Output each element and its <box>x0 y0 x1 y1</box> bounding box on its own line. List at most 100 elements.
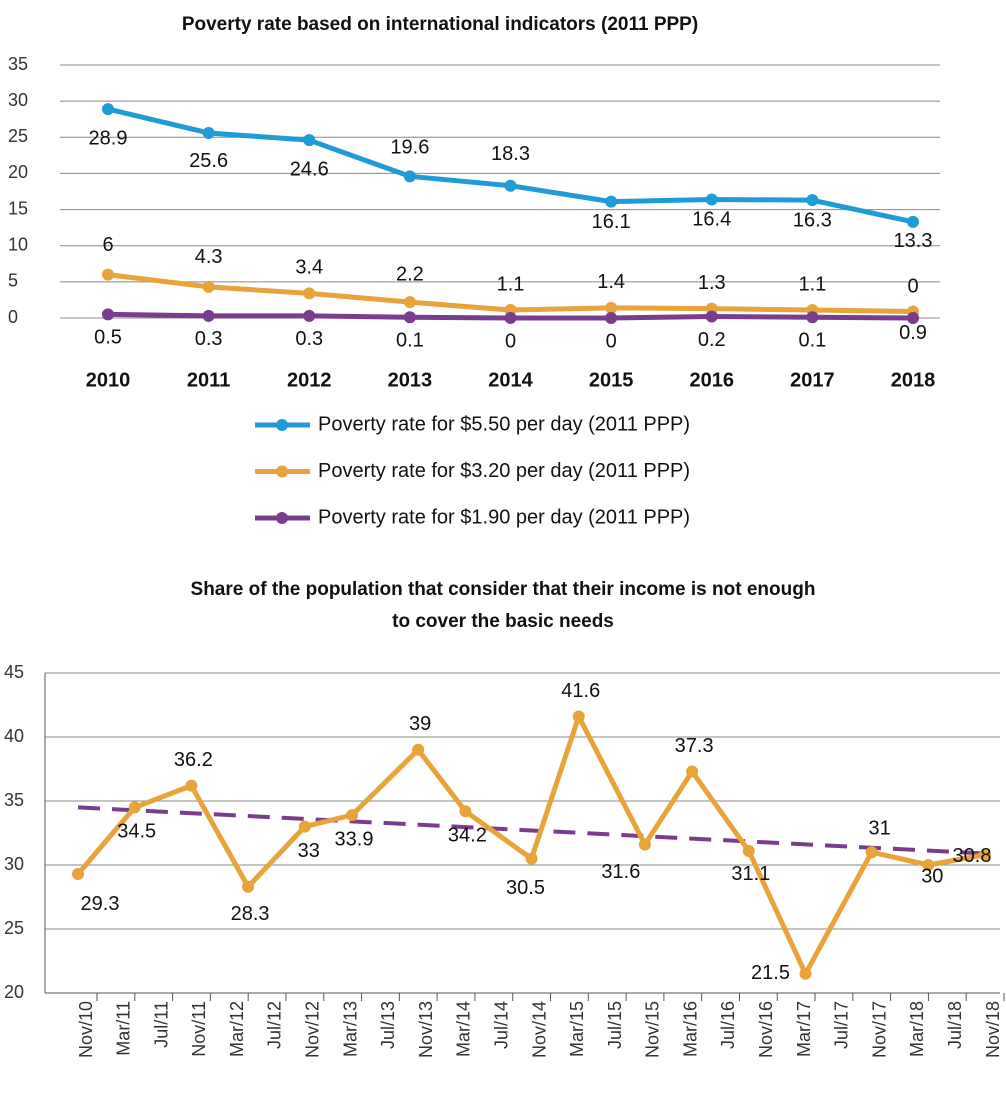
data-label: 31.1 <box>731 863 770 885</box>
x-tick-label: 2011 <box>187 369 230 391</box>
data-label: 19.6 <box>390 137 429 159</box>
data-label: 33.9 <box>335 828 374 850</box>
legend-label: Poverty rate for $5.50 per day (2011 PPP… <box>318 413 690 435</box>
y-tick-label: 40 <box>4 726 24 746</box>
data-label: 36.2 <box>174 749 213 771</box>
data-point <box>922 859 935 871</box>
data-label: 31.6 <box>601 861 640 883</box>
data-point <box>686 765 699 778</box>
y-tick-label: 25 <box>4 918 24 938</box>
data-point <box>303 309 316 322</box>
y-tick-label: 30 <box>8 90 28 110</box>
data-label: 21.5 <box>751 962 790 984</box>
data-label: 34.2 <box>448 825 487 847</box>
data-label: 3.4 <box>295 257 323 279</box>
x-tick-label: Mar/17 <box>794 1001 814 1057</box>
data-point <box>525 852 538 865</box>
data-point <box>705 310 718 323</box>
data-point <box>403 311 416 324</box>
data-label: 30.5 <box>506 877 545 899</box>
x-tick-label: 2012 <box>287 369 332 391</box>
data-point <box>806 194 819 207</box>
data-point <box>742 844 755 857</box>
x-tick-label: Mar/16 <box>680 1001 700 1057</box>
data-label: 0 <box>505 330 516 352</box>
data-point <box>128 801 141 814</box>
data-label: 0.1 <box>798 330 826 352</box>
data-point <box>242 880 255 893</box>
data-point <box>907 215 919 228</box>
data-label: 0 <box>907 275 918 297</box>
x-tick-label: Nov/15 <box>643 1001 663 1058</box>
x-tick-label: Mar/12 <box>227 1001 247 1057</box>
y-tick-label: 30 <box>4 854 24 874</box>
data-label: 18.3 <box>491 143 530 165</box>
data-label: 25.6 <box>189 150 228 172</box>
x-tick-label: Jul/12 <box>265 1001 285 1049</box>
x-tick-label: Mar/15 <box>567 1001 587 1057</box>
data-label: 0.3 <box>295 328 323 350</box>
data-point <box>303 287 316 300</box>
data-point <box>202 126 215 139</box>
data-label: 29.3 <box>81 893 120 915</box>
data-label: 6 <box>102 234 113 256</box>
data-point <box>799 967 812 980</box>
data-label: 37.3 <box>675 735 714 757</box>
legend-marker <box>276 465 288 478</box>
data-point <box>638 838 651 851</box>
data-point <box>979 848 991 861</box>
data-point <box>865 846 878 859</box>
data-point <box>572 710 585 723</box>
data-point <box>298 820 311 833</box>
x-tick-label: Jul/17 <box>832 1001 852 1049</box>
data-label: 28.3 <box>231 903 270 925</box>
data-point <box>412 743 425 756</box>
x-tick-label: Mar/11 <box>114 1001 134 1056</box>
x-tick-label: 2010 <box>86 369 131 391</box>
data-point <box>605 301 618 314</box>
y-tick-label: 10 <box>8 234 28 254</box>
data-label: 4.3 <box>195 246 223 268</box>
x-tick-label: 2017 <box>790 369 835 391</box>
x-tick-label: Nov/17 <box>869 1001 889 1058</box>
x-tick-label: Mar/13 <box>340 1001 360 1057</box>
data-point <box>504 179 517 192</box>
data-point <box>303 134 316 147</box>
x-tick-label: Nov/10 <box>76 1001 96 1058</box>
data-point <box>605 195 618 208</box>
data-point <box>504 312 517 324</box>
x-tick-label: Mar/18 <box>907 1001 927 1057</box>
data-label: 2.2 <box>396 263 424 285</box>
data-label: 0 <box>606 330 617 352</box>
x-tick-label: Jul/13 <box>378 1001 398 1049</box>
x-tick-label: Nov/14 <box>529 1001 549 1058</box>
data-label: 41.6 <box>561 680 600 702</box>
y-tick-label: 0 <box>8 307 18 327</box>
legend-marker <box>276 512 288 524</box>
data-point <box>202 309 215 322</box>
data-label: 16.1 <box>592 211 631 233</box>
data-point <box>102 103 114 116</box>
data-point <box>345 809 358 822</box>
legend-label: Poverty rate for $3.20 per day (2011 PPP… <box>318 460 690 482</box>
x-tick-label: Nov/16 <box>756 1001 776 1058</box>
data-point <box>605 312 618 324</box>
x-tick-label: Jul/15 <box>605 1001 625 1049</box>
x-tick-label: Nov/18 <box>983 1001 1003 1058</box>
data-label: 31 <box>869 817 891 839</box>
x-tick-label: Nov/13 <box>416 1001 436 1058</box>
data-label: 0.9 <box>899 322 927 344</box>
y-tick-label: 35 <box>4 790 24 810</box>
data-point <box>202 280 215 293</box>
data-label: 16.3 <box>793 209 832 231</box>
data-point <box>72 867 84 880</box>
data-point <box>403 170 416 183</box>
data-point <box>705 193 718 206</box>
series-line <box>107 106 914 225</box>
data-label: 1.4 <box>597 271 625 293</box>
data-point <box>459 805 472 818</box>
data-label: 33 <box>298 840 320 862</box>
x-tick-label: Jul/11 <box>151 1001 171 1048</box>
